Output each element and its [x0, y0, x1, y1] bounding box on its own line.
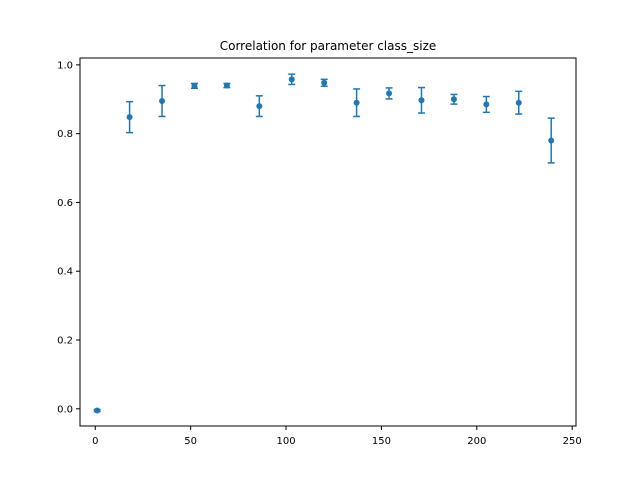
data-point: [256, 103, 263, 110]
data-point: [223, 82, 230, 89]
data-point: [288, 76, 295, 83]
y-tick-label: 0.2: [57, 336, 73, 347]
data-point: [159, 97, 166, 104]
x-tick-label: 150: [372, 436, 391, 447]
y-tick-label: 0.4: [57, 267, 73, 278]
data-point: [386, 90, 393, 97]
data-point: [548, 137, 555, 144]
x-tick-label: 250: [563, 436, 582, 447]
data-point: [126, 114, 133, 121]
data-point: [94, 407, 101, 414]
data-point: [353, 99, 360, 106]
data-point: [191, 82, 198, 89]
x-tick-label: 0: [92, 436, 98, 447]
data-point: [483, 101, 490, 108]
y-tick-label: 0.0: [57, 404, 73, 415]
y-axis: 0.0 0.2 0.4 0.6 0.8 1.0: [57, 60, 80, 415]
chart-title: Correlation for parameter class_size: [220, 39, 437, 53]
data-point: [418, 97, 425, 104]
data-point: [515, 99, 522, 106]
plot-area: [93, 73, 555, 414]
y-tick-label: 0.6: [57, 198, 73, 209]
x-tick-label: 100: [276, 436, 295, 447]
data-point: [450, 96, 457, 103]
x-tick-label: 50: [184, 436, 197, 447]
y-tick-label: 0.8: [57, 129, 73, 140]
data-point: [321, 79, 328, 86]
axes-frame: [79, 57, 577, 427]
x-tick-label: 200: [467, 436, 486, 447]
y-tick-label: 1.0: [57, 60, 73, 71]
x-axis: 0 50 100 150 200 250: [92, 426, 582, 447]
